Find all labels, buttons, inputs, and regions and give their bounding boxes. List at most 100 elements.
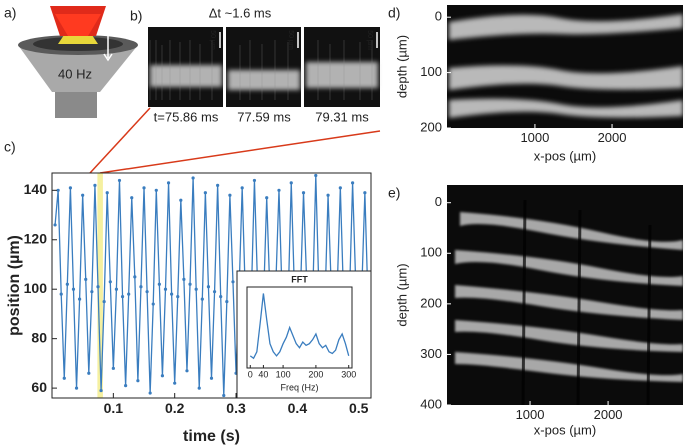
y-tick-label: 200 — [420, 119, 442, 134]
y-tick-label: 60 — [31, 379, 47, 395]
data-point — [117, 178, 122, 183]
panel-label: c) — [4, 139, 16, 155]
y-tick-label: 140 — [24, 181, 48, 197]
data-point — [102, 299, 106, 304]
data-point — [194, 287, 198, 291]
y-axis-label: position (µm) — [6, 235, 23, 336]
y-axis-label: depth (µm) — [394, 35, 409, 98]
speaker-diagram: 40 Hz — [18, 6, 138, 118]
depth-image — [447, 185, 683, 406]
data-point — [209, 376, 214, 380]
time-label: 77.59 ms — [237, 109, 291, 124]
data-point — [96, 285, 100, 289]
data-point — [105, 191, 109, 195]
data-point — [166, 181, 171, 185]
y-tick-label: 300 — [420, 346, 442, 361]
axes-frame — [246, 286, 353, 369]
data-point — [151, 302, 155, 306]
y-tick-label: 80 — [31, 329, 47, 345]
data-point — [114, 287, 119, 291]
data-point — [240, 186, 244, 190]
y-tick-label: 100 — [420, 64, 442, 79]
x-tick-label: 0.5 — [349, 400, 369, 416]
data-point — [191, 176, 195, 180]
data-point — [84, 277, 88, 281]
data-point — [120, 295, 125, 299]
x-axis-label: time (s) — [183, 428, 240, 445]
data-point — [206, 285, 211, 289]
data-point — [188, 282, 192, 286]
data-point — [179, 198, 183, 202]
y-axis-label: depth (µm) — [394, 263, 409, 326]
x-tick-label: 1000 — [516, 407, 545, 422]
x-tick-label: 100 — [276, 370, 291, 380]
x-tick-label: 300 — [341, 370, 356, 380]
y-tick-label: 100 — [24, 280, 48, 296]
depth-image — [447, 5, 683, 128]
y-tick-label: 400 — [420, 396, 442, 411]
scale-bar-label: 50 µm — [287, 30, 294, 50]
frame-images: 50 µm 50 µm 50 µm — [148, 27, 380, 107]
data-point — [139, 285, 143, 289]
data-point — [203, 191, 207, 195]
data-point — [148, 391, 152, 395]
data-point — [173, 381, 177, 385]
data-point — [163, 287, 168, 291]
data-point — [170, 292, 174, 296]
x-axis-label: x-pos (µm) — [534, 422, 596, 437]
data-point — [154, 188, 158, 192]
data-point — [222, 393, 226, 398]
data-point — [326, 193, 330, 197]
data-point — [74, 386, 79, 390]
data-point — [124, 384, 128, 388]
data-point — [363, 191, 367, 195]
time-label: 79.31 ms — [315, 109, 369, 124]
data-point — [350, 181, 355, 185]
data-point — [108, 280, 112, 284]
data-point — [219, 295, 223, 299]
panel-label: d) — [388, 5, 400, 21]
data-point — [314, 173, 318, 178]
x-tick-label: 2000 — [594, 407, 623, 422]
data-point — [71, 287, 76, 291]
data-point — [145, 290, 149, 294]
data-point — [160, 374, 165, 378]
chart-title: FFT — [291, 274, 308, 284]
x-tick-label: 0 — [248, 370, 253, 380]
data-point — [93, 183, 97, 187]
x-axis-label: Freq (Hz) — [281, 382, 319, 392]
x-tick-label: 2000 — [598, 130, 627, 145]
data-point — [277, 188, 281, 192]
x-tick-label: 1000 — [520, 130, 549, 145]
data-point — [231, 280, 235, 284]
data-point — [111, 366, 115, 370]
x-tick-label: 40 — [258, 370, 268, 380]
data-line — [249, 293, 350, 360]
x-tick-label: 0.2 — [165, 400, 185, 416]
y-tick-label: 0 — [435, 9, 442, 24]
data-point — [252, 178, 257, 183]
frequency-label: 40 Hz — [58, 66, 92, 81]
data-point — [338, 186, 342, 190]
data-point — [200, 297, 204, 301]
x-tick-label: 0.4 — [288, 400, 308, 416]
data-point — [301, 191, 306, 195]
data-point — [133, 275, 137, 279]
panel-label: b) — [130, 8, 142, 24]
data-point — [197, 386, 201, 390]
data-point — [176, 295, 180, 299]
data-point — [185, 369, 189, 373]
data-point — [136, 379, 140, 383]
data-point — [216, 183, 220, 187]
data-point — [228, 193, 232, 197]
interval-label: Δt ~1.6 ms — [209, 5, 272, 20]
data-point — [53, 223, 57, 227]
data-point — [87, 371, 91, 375]
data-point — [265, 196, 269, 200]
panel-label: a) — [4, 5, 16, 21]
data-point — [142, 186, 146, 190]
data-point — [127, 292, 131, 296]
data-point — [182, 277, 186, 281]
y-tick-label: 0 — [435, 194, 442, 209]
x-axis-label: x-pos (µm) — [534, 148, 596, 163]
